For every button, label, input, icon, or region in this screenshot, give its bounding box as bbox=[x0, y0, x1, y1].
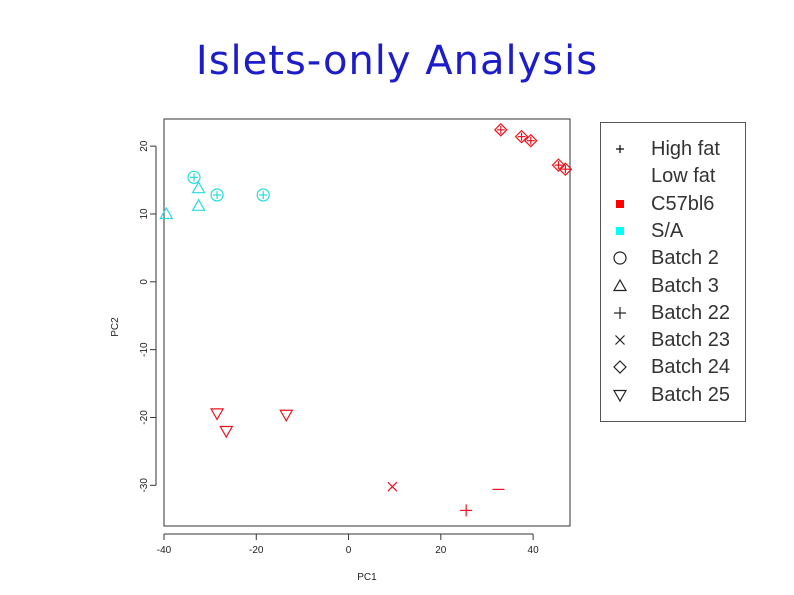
slide-title: Islets-only Analysis bbox=[195, 38, 599, 84]
y-tick-label: -10 bbox=[139, 342, 150, 357]
legend-item: Batch 24 bbox=[601, 354, 747, 381]
legend-item: S/A bbox=[601, 218, 747, 245]
data-point bbox=[523, 133, 538, 148]
legend-item: Batch 25 bbox=[601, 382, 747, 409]
y-tick-label: 0 bbox=[139, 279, 150, 285]
legend-item: Batch 2 bbox=[601, 245, 747, 272]
legend-label: Batch 2 bbox=[651, 247, 719, 270]
y-tick-label: -30 bbox=[139, 478, 150, 493]
y-tick-label: 10 bbox=[139, 208, 150, 220]
data-point bbox=[187, 170, 201, 184]
legend-symbol-icon bbox=[614, 306, 626, 319]
legend-label: Batch 22 bbox=[651, 301, 730, 324]
legend-label: Batch 25 bbox=[651, 383, 730, 406]
x-tick-label: 0 bbox=[346, 545, 352, 556]
legend-symbol-icon bbox=[616, 145, 624, 153]
data-point bbox=[159, 206, 174, 220]
data-point bbox=[514, 129, 529, 144]
x-tick-label: 40 bbox=[528, 545, 540, 556]
data-points bbox=[159, 123, 573, 517]
data-point bbox=[210, 188, 224, 202]
x-tick-label: 20 bbox=[435, 545, 447, 556]
data-point bbox=[191, 180, 206, 194]
x-axis-title: PC1 bbox=[357, 572, 377, 583]
y-axis: -30 -20 -10 0 10 20 bbox=[139, 140, 157, 493]
data-point bbox=[493, 123, 508, 137]
data-point bbox=[279, 409, 294, 422]
x-tick-label: -40 bbox=[157, 545, 172, 556]
legend-item: High fat bbox=[601, 136, 747, 163]
y-tick-label: 20 bbox=[139, 140, 150, 152]
x-axis: -40 -20 0 20 40 bbox=[157, 533, 540, 556]
data-point bbox=[191, 198, 206, 211]
legend-symbol-icon bbox=[616, 199, 624, 208]
legend: High fat Low fat C57bl6 S/A Batch 2 Batch 3 Ba… bbox=[600, 122, 746, 422]
y-axis-title: PC2 bbox=[110, 317, 121, 337]
legend-item: Low fat bbox=[601, 163, 747, 190]
legend-symbol-icon bbox=[612, 278, 628, 291]
legend-item: Batch 22 bbox=[601, 300, 747, 327]
data-point bbox=[219, 425, 234, 439]
legend-label: C57bl6 bbox=[651, 192, 715, 215]
data-point bbox=[558, 162, 573, 177]
data-point bbox=[256, 188, 270, 202]
legend-item: C57bl6 bbox=[601, 191, 747, 218]
legend-symbol-icon bbox=[613, 360, 627, 375]
legend-label: Batch 24 bbox=[651, 356, 730, 379]
x-tick-label: -20 bbox=[249, 545, 264, 556]
legend-symbol-icon bbox=[613, 251, 627, 265]
y-tick-label: -20 bbox=[139, 410, 150, 425]
legend-symbol-icon bbox=[616, 226, 624, 235]
data-point bbox=[460, 504, 473, 517]
data-point bbox=[387, 481, 398, 492]
legend-symbol-icon bbox=[612, 389, 628, 402]
legend-item: Batch 23 bbox=[601, 327, 747, 354]
legend-label: Batch 3 bbox=[651, 274, 719, 297]
data-point bbox=[551, 158, 566, 172]
legend-label: Batch 23 bbox=[651, 329, 730, 352]
data-point bbox=[210, 408, 225, 421]
legend-symbol-icon bbox=[615, 335, 625, 346]
legend-label: High fat bbox=[651, 138, 720, 160]
plot-frame bbox=[163, 118, 571, 527]
legend-item: Batch 3 bbox=[601, 273, 747, 300]
legend-symbol-icon bbox=[609, 165, 631, 187]
legend-label: Low fat bbox=[651, 165, 716, 188]
legend-label: S/A bbox=[651, 219, 684, 242]
